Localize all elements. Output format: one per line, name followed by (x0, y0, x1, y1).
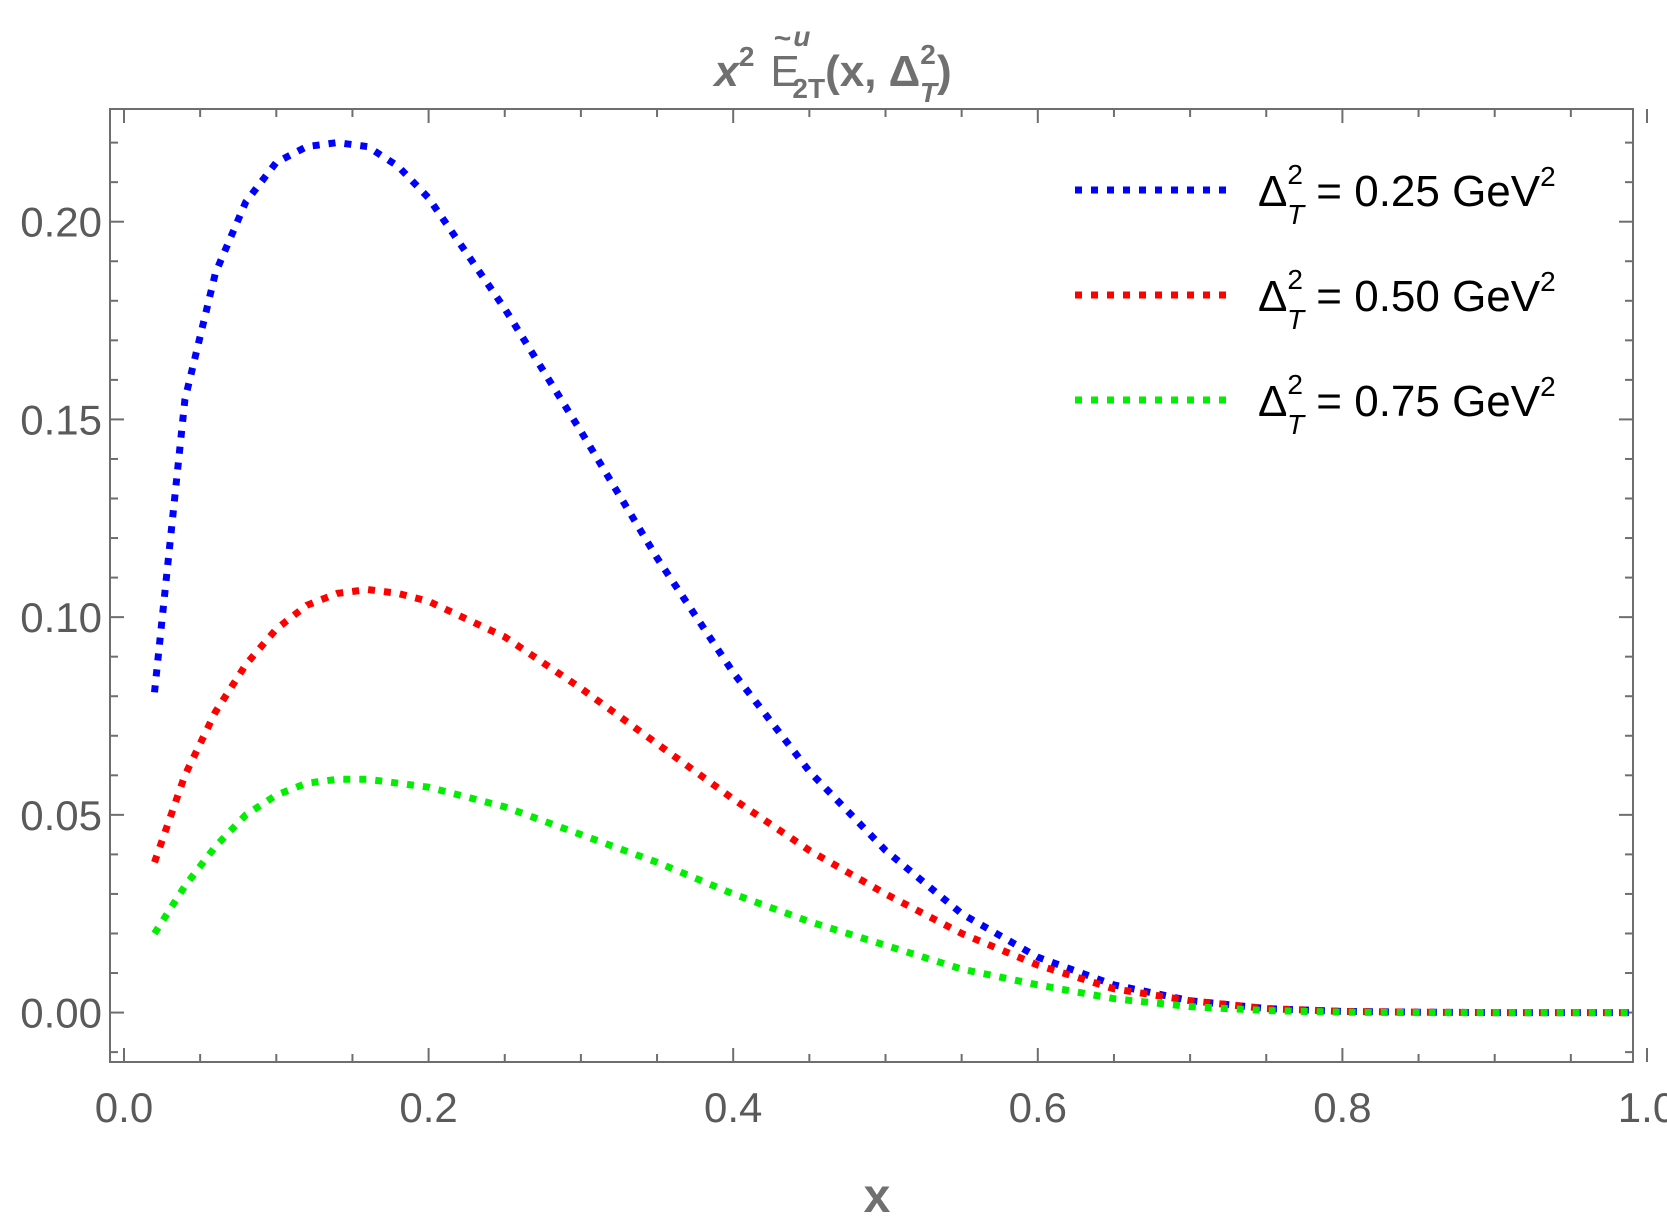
y-tick-label: 0.20 (20, 199, 102, 246)
x-tick-label: 0.8 (1313, 1084, 1371, 1131)
legend-label-3: Δ2 T = 0.75 GeV2 (1258, 369, 1556, 440)
title-func: E (770, 47, 799, 96)
series-line-1 (151, 139, 1632, 1017)
plot-frame (109, 108, 1634, 1063)
ticks (110, 109, 1648, 1062)
y-tick-label: 0.15 (20, 396, 102, 443)
series-group (151, 139, 1632, 1017)
series-line-2 (151, 585, 1632, 1017)
x-tick-label: 0.4 (704, 1084, 762, 1131)
x-tick-label: 0.2 (399, 1084, 457, 1131)
title-args-open: (x, Δ (825, 47, 920, 96)
chart-title: x2 E~u 2T(x, Δ2 T) (712, 21, 951, 108)
x-axis-label: x (864, 1170, 891, 1223)
title-prefix-sup: 2 (739, 41, 755, 72)
legend: Δ2 T = 0.25 GeV2 Δ2 T = 0.50 GeV2 Δ2 T = 0.75… (1075, 159, 1556, 440)
x-tick-label: 1.0 (1618, 1084, 1667, 1131)
title-args-sup: 2 (920, 39, 936, 70)
tick-labels: 0.0 0.2 0.4 0.6 0.8 1.0 0.00 0.05 0.10 0.15 0.20 (20, 199, 1667, 1131)
legend-label-1: Δ2 T = 0.25 GeV2 (1258, 159, 1556, 230)
x-tick-label: 0.6 (1009, 1084, 1067, 1131)
title-args-close: ) (937, 47, 952, 96)
y-tick-label: 0.05 (20, 792, 102, 839)
title-func-sub: 2T (792, 73, 825, 104)
title-func-sup: u (793, 21, 810, 52)
y-tick-label: 0.00 (20, 990, 102, 1037)
title-func-accent: ~ (774, 22, 792, 55)
title-args-sub: T (920, 77, 940, 108)
legend-label-2: Δ2 T = 0.50 GeV2 (1258, 264, 1556, 335)
y-tick-label: 0.10 (20, 594, 102, 641)
x-tick-label: 0.0 (95, 1084, 153, 1131)
title-prefix: x (712, 47, 740, 96)
